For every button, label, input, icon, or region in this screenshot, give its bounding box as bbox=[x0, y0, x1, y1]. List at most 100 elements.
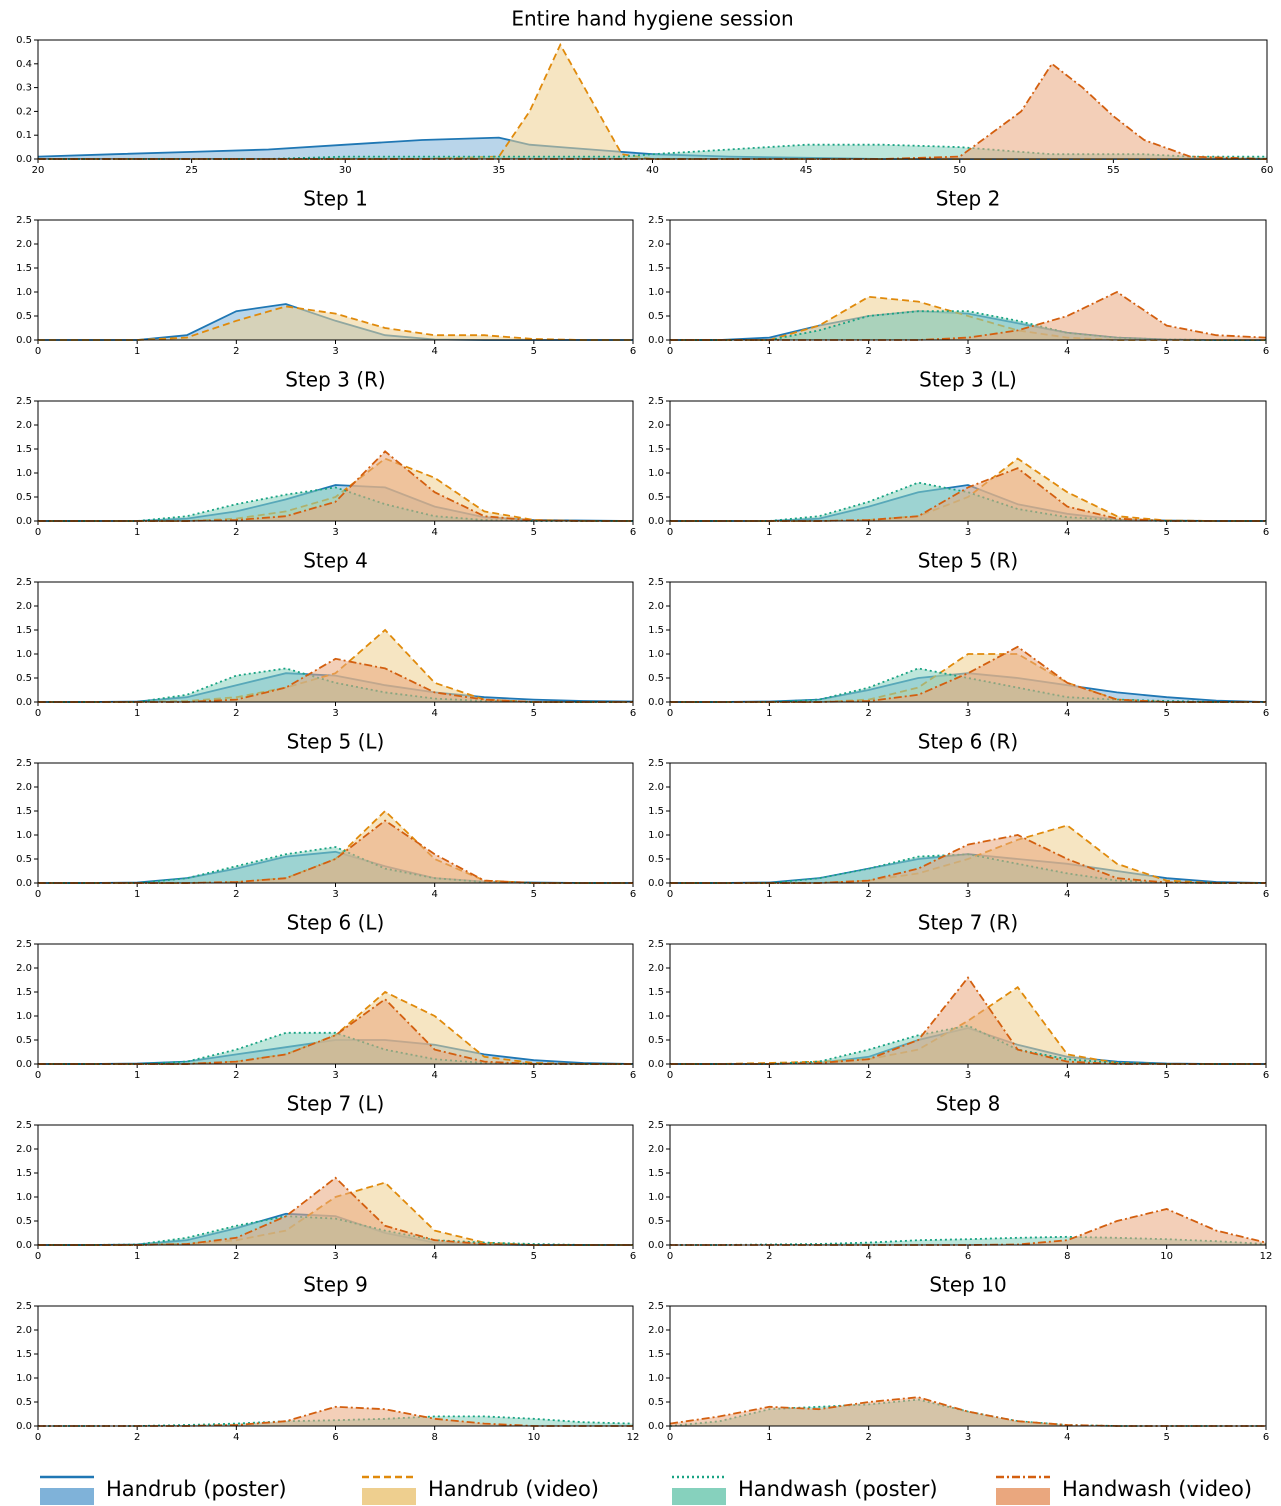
density-line bbox=[670, 310, 1266, 341]
y-tick-label: 0.5 bbox=[16, 1035, 32, 1046]
x-tick-label: 4 bbox=[431, 1251, 437, 1262]
axes-frame bbox=[669, 943, 1267, 1065]
density-area bbox=[670, 646, 1266, 702]
density-area bbox=[38, 144, 1267, 159]
y-tick-label: 1.0 bbox=[648, 1192, 664, 1203]
y-tick-label: 1.0 bbox=[16, 830, 32, 841]
y-tick-label: 0.5 bbox=[648, 1397, 664, 1408]
y-tick-label: 2.0 bbox=[16, 1144, 32, 1155]
y-tick-label: 0.0 bbox=[16, 1240, 32, 1251]
y-tick-label: 2.5 bbox=[16, 396, 32, 407]
x-tick-label: 5 bbox=[1163, 889, 1169, 900]
density-area bbox=[670, 292, 1266, 340]
y-tick-label: 2.0 bbox=[16, 963, 32, 974]
chart-title: Step 3 (R) bbox=[285, 368, 385, 392]
density-area bbox=[38, 451, 633, 521]
y-tick-label: 0.3 bbox=[16, 83, 32, 94]
x-tick-label: 0 bbox=[35, 346, 41, 357]
x-tick-label: 4 bbox=[1064, 527, 1070, 538]
x-tick-label: 3 bbox=[332, 346, 338, 357]
axes-frame bbox=[669, 400, 1267, 522]
legend-swatch bbox=[362, 1488, 416, 1505]
y-tick-label: 0.5 bbox=[648, 311, 664, 322]
density-area bbox=[670, 1209, 1266, 1245]
y-tick-label: 2.5 bbox=[16, 1120, 32, 1131]
x-tick-label: 50 bbox=[953, 165, 966, 176]
density-area bbox=[38, 1177, 633, 1245]
x-tick-label: 0 bbox=[667, 1432, 673, 1443]
y-tick-label: 2.0 bbox=[648, 963, 664, 974]
x-tick-label: 6 bbox=[1263, 346, 1269, 357]
x-tick-label: 1 bbox=[134, 527, 140, 538]
density-area bbox=[670, 311, 1266, 340]
y-tick-label: 1.5 bbox=[16, 1349, 32, 1360]
y-tick-label: 0.0 bbox=[648, 1421, 664, 1432]
y-tick-label: 2.0 bbox=[16, 420, 32, 431]
x-tick-label: 10 bbox=[1160, 1251, 1173, 1262]
x-tick-label: 4 bbox=[1064, 1432, 1070, 1443]
chart-title: Step 1 bbox=[303, 187, 368, 211]
y-tick-label: 0.0 bbox=[648, 1240, 664, 1251]
y-tick-label: 2.5 bbox=[16, 215, 32, 226]
axes-frame bbox=[37, 400, 634, 522]
x-tick-label: 2 bbox=[233, 1251, 239, 1262]
x-tick-label: 25 bbox=[185, 165, 198, 176]
x-tick-label: 6 bbox=[965, 1251, 971, 1262]
y-tick-label: 2.5 bbox=[648, 939, 664, 950]
x-tick-label: 40 bbox=[646, 165, 659, 176]
y-tick-label: 1.5 bbox=[16, 987, 32, 998]
x-tick-label: 0 bbox=[667, 889, 673, 900]
y-tick-label: 0.0 bbox=[16, 878, 32, 889]
x-tick-label: 1 bbox=[766, 1070, 772, 1081]
legend-label: Handwash (video) bbox=[1062, 1477, 1252, 1501]
x-tick-label: 0 bbox=[667, 708, 673, 719]
x-tick-label: 1 bbox=[766, 889, 772, 900]
axes-frame bbox=[37, 581, 634, 703]
y-tick-label: 1.5 bbox=[16, 806, 32, 817]
density-area bbox=[670, 835, 1266, 883]
axes-frame bbox=[669, 1305, 1267, 1427]
x-tick-label: 8 bbox=[1064, 1251, 1070, 1262]
y-tick-label: 1.0 bbox=[16, 1011, 32, 1022]
x-tick-label: 5 bbox=[1163, 1070, 1169, 1081]
x-tick-label: 3 bbox=[965, 708, 971, 719]
y-tick-label: 1.0 bbox=[648, 1373, 664, 1384]
y-tick-label: 1.5 bbox=[16, 625, 32, 636]
x-tick-label: 6 bbox=[630, 889, 636, 900]
y-tick-label: 1.5 bbox=[648, 625, 664, 636]
x-tick-label: 6 bbox=[1263, 527, 1269, 538]
x-tick-label: 1 bbox=[134, 1251, 140, 1262]
x-tick-label: 1 bbox=[134, 1070, 140, 1081]
y-tick-label: 0.5 bbox=[648, 1035, 664, 1046]
y-tick-label: 0.1 bbox=[16, 130, 32, 141]
axes-frame bbox=[669, 1124, 1267, 1246]
x-tick-label: 1 bbox=[766, 1432, 772, 1443]
chart-title: Entire hand hygiene session bbox=[511, 7, 793, 31]
y-tick-label: 0.5 bbox=[16, 1397, 32, 1408]
y-tick-label: 2.0 bbox=[16, 601, 32, 612]
x-tick-label: 3 bbox=[965, 1432, 971, 1443]
y-tick-label: 1.0 bbox=[16, 1373, 32, 1384]
x-tick-label: 4 bbox=[431, 527, 437, 538]
x-tick-label: 0 bbox=[667, 346, 673, 357]
y-tick-label: 0.5 bbox=[16, 673, 32, 684]
x-tick-label: 1 bbox=[134, 889, 140, 900]
x-tick-label: 2 bbox=[233, 889, 239, 900]
density-line bbox=[38, 846, 633, 884]
x-tick-label: 5 bbox=[531, 527, 537, 538]
x-tick-label: 1 bbox=[134, 346, 140, 357]
y-tick-label: 0.0 bbox=[16, 154, 32, 165]
y-tick-label: 2.0 bbox=[16, 782, 32, 793]
x-tick-label: 3 bbox=[332, 889, 338, 900]
chart-title: Step 6 (R) bbox=[918, 730, 1018, 754]
y-tick-label: 2.0 bbox=[648, 1325, 664, 1336]
x-tick-label: 2 bbox=[865, 708, 871, 719]
x-tick-label: 6 bbox=[1263, 889, 1269, 900]
y-tick-label: 1.5 bbox=[648, 987, 664, 998]
x-tick-label: 5 bbox=[531, 1070, 537, 1081]
x-tick-label: 2 bbox=[865, 1432, 871, 1443]
y-tick-label: 0.5 bbox=[16, 311, 32, 322]
x-tick-label: 20 bbox=[32, 165, 45, 176]
y-tick-label: 2.5 bbox=[648, 758, 664, 769]
density-area bbox=[670, 825, 1266, 883]
